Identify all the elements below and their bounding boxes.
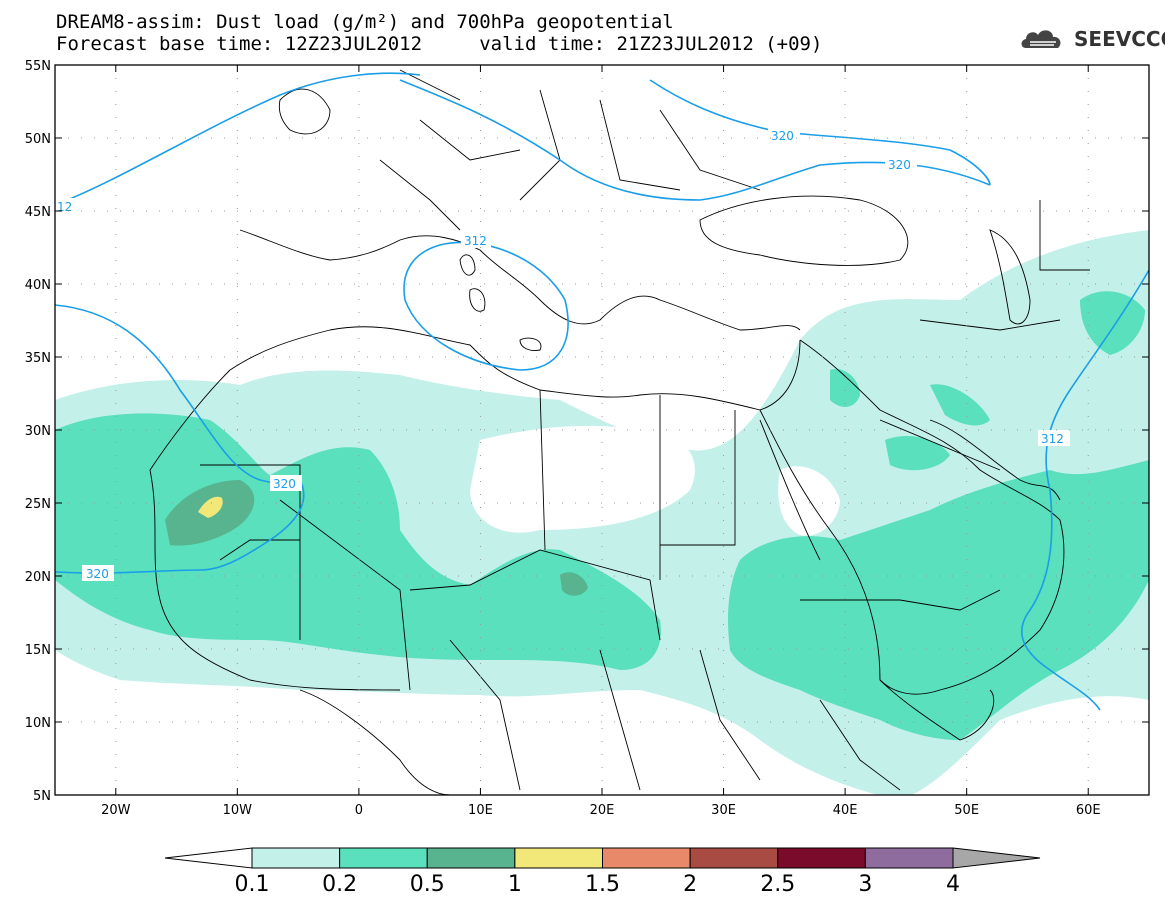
colorbar-tick-label: 1.5 [585,872,620,897]
dust-band-0.2 [55,413,661,670]
dust-band-1 [198,496,223,518]
lat-tick-label: 10N [25,716,51,731]
forecast-times: Forecast base time: 12Z23JUL2012 valid t… [56,33,823,55]
lat-tick-label: 20N [25,570,51,585]
seevccc-logo: SEEVCCC [1018,26,1165,52]
lon-tick-label: 30E [711,803,736,818]
contour-label: 12 [57,200,72,214]
colorbar-tick-label: 4 [946,872,960,897]
lon-tick-label: 10E [468,803,493,818]
lon-tick-label: 40E [833,803,858,818]
contour-label: 320 [888,158,911,172]
latitude-labels: 55N 50N 45N 40N 35N 30N 25N 20N 15N 10N 5N [25,59,51,804]
colorbar-tick-label: 3 [858,872,872,897]
colorbar-segment [339,847,428,869]
lat-tick-label: 40N [25,278,51,293]
coastlines-and-borders [149,69,1090,795]
lon-tick-label: 10W [223,803,253,818]
contour-label: 320 [86,567,109,581]
colorbar-segment [251,847,341,869]
logo-text: SEEVCCC [1074,27,1165,51]
graticule [55,64,1149,796]
colorbar-segment [864,847,954,869]
colorbar-tick-label: 2 [683,872,697,897]
lat-tick-label: 35N [25,351,51,366]
dust-load-fill [55,230,1149,795]
contour-label: 320 [273,477,296,491]
lon-tick-label: 20E [590,803,615,818]
lon-tick-label: 60E [1076,803,1101,818]
colorbar-segment [777,847,866,869]
lat-tick-label: 25N [25,497,51,512]
colorbar-tick-label: 1 [508,872,522,897]
lat-tick-label: 50N [25,132,51,147]
lon-tick-label: 0 [355,803,363,818]
colorbar-tick-label: 0.1 [235,872,270,897]
colorbar-segment [514,847,603,869]
lat-tick-label: 30N [25,424,51,439]
axis-ticks [55,64,1149,796]
lon-tick-label: 20W [101,803,131,818]
lat-tick-label: 5N [33,789,51,804]
longitude-labels: 20W 10W 0 10E 20E 30E 40E 50E 60E [101,803,1101,818]
colorbar-segment [689,847,779,869]
contour-label: 312 [464,234,487,248]
lat-tick-label: 55N [25,59,51,74]
colorbar-tick-label: 2.5 [760,872,795,897]
map-title: DREAM8-assim: Dust load (g/m²) and 700hP… [56,11,674,33]
lon-tick-label: 50E [954,803,979,818]
colorbar-segment [602,847,691,869]
contour-label: 312 [1041,432,1064,446]
contour-label: 320 [771,129,794,143]
cloud-icon [1021,30,1061,48]
colorbar-high-arrow [952,847,1041,869]
lat-tick-label: 15N [25,643,51,658]
colorbar-tick-label: 0.2 [322,872,357,897]
colorbar: 0.1 0.2 0.5 1 1.5 2 2.5 3 4 [164,847,1041,897]
lat-tick-label: 45N [25,205,51,220]
colorbar-tick-label: 0.5 [410,872,445,897]
colorbar-low-arrow [164,847,253,869]
colorbar-segment [426,847,516,869]
